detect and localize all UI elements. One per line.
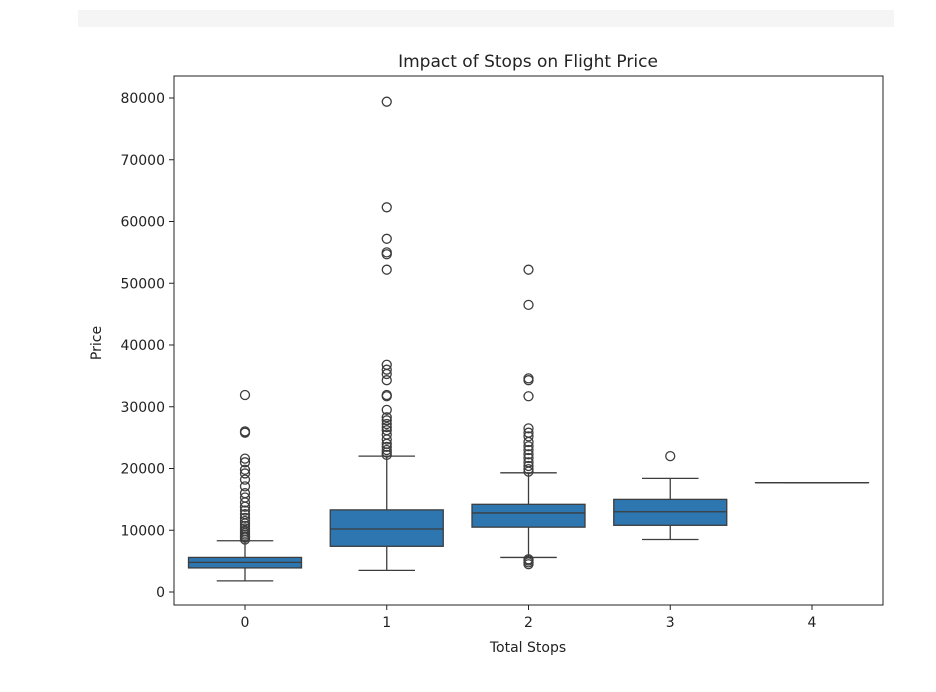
box-group-0	[187, 389, 303, 582]
outlier-point	[523, 423, 534, 434]
x-tick-label: 1	[382, 615, 391, 631]
x-tick-label: 3	[666, 615, 675, 631]
outlier-point	[523, 444, 534, 456]
outlier-point	[523, 452, 534, 464]
outlier-point	[523, 391, 534, 402]
y-tick-label: 40000	[120, 338, 165, 354]
outlier-point	[239, 492, 251, 503]
outlier-point	[381, 425, 392, 436]
y-tick-label: 50000	[120, 276, 165, 292]
outlier-point	[523, 463, 534, 475]
box-group-2	[471, 264, 586, 570]
outlier-point	[239, 464, 251, 475]
outlier-point	[381, 247, 392, 258]
y-tick-label: 30000	[120, 400, 165, 416]
iqr-box	[471, 503, 586, 528]
y-axis-label: Price	[89, 326, 105, 360]
outlier-point	[381, 364, 392, 375]
outlier-point	[523, 449, 534, 460]
x-tick-label: 4	[808, 615, 817, 631]
box-group-1	[329, 96, 444, 572]
outlier-point	[239, 426, 251, 437]
outlier-point	[239, 474, 251, 485]
outlier-point	[665, 450, 676, 462]
box-group-3	[613, 450, 728, 541]
outlier-point	[523, 431, 534, 442]
iqr-box	[329, 509, 444, 547]
outlier-point	[523, 299, 534, 311]
x-tick-label: 2	[524, 615, 533, 631]
x-tick-label: 0	[241, 615, 250, 631]
y-axis: 0 10000 20000 30000 40000 50000 60000 70000 8000…	[120, 91, 174, 601]
x-axis: 0 1 2 3 4	[241, 605, 817, 631]
outlier-point	[381, 96, 392, 107]
outlier-point	[239, 389, 251, 401]
outlier-point	[239, 481, 251, 492]
outlier-point	[523, 373, 534, 384]
outlier-point	[381, 412, 392, 423]
y-tick-label: 10000	[120, 523, 165, 539]
outlier-point	[523, 460, 534, 472]
y-tick-label: 0	[156, 585, 165, 601]
outlier-point	[381, 418, 392, 430]
outlier-point	[239, 468, 251, 479]
y-tick-label: 70000	[120, 153, 165, 169]
outlier-point	[381, 441, 392, 453]
outlier-point	[239, 509, 251, 520]
outlier-point	[523, 427, 534, 438]
outlier-point	[381, 375, 392, 386]
outlier-point	[381, 421, 392, 433]
outlier-point	[239, 488, 251, 499]
outlier-point	[381, 389, 392, 401]
outlier-point	[381, 202, 392, 213]
outlier-point	[239, 512, 251, 524]
outlier-point	[381, 444, 392, 456]
outlier-point	[381, 264, 392, 275]
box-series	[187, 96, 870, 582]
outlier-point	[239, 457, 251, 468]
outlier-point	[523, 264, 534, 275]
outlier-point	[239, 453, 251, 464]
outlier-point	[523, 441, 534, 452]
x-axis-label: Total Stops	[489, 640, 566, 656]
outlier-point	[381, 404, 392, 415]
outlier-point	[523, 554, 534, 565]
notebook-output-toolbar	[78, 10, 894, 27]
outlier-point	[381, 415, 392, 426]
outlier-point	[381, 233, 392, 244]
y-tick-label: 80000	[120, 91, 165, 107]
outlier-point	[381, 429, 392, 440]
chart-title: Impact of Stops on Flight Price	[398, 52, 658, 72]
y-tick-label: 60000	[120, 215, 165, 231]
outlier-point	[523, 457, 534, 468]
outlier-point	[239, 505, 251, 516]
outlier-point	[239, 515, 251, 527]
outlier-point	[381, 359, 392, 370]
y-tick-label: 20000	[120, 462, 165, 478]
